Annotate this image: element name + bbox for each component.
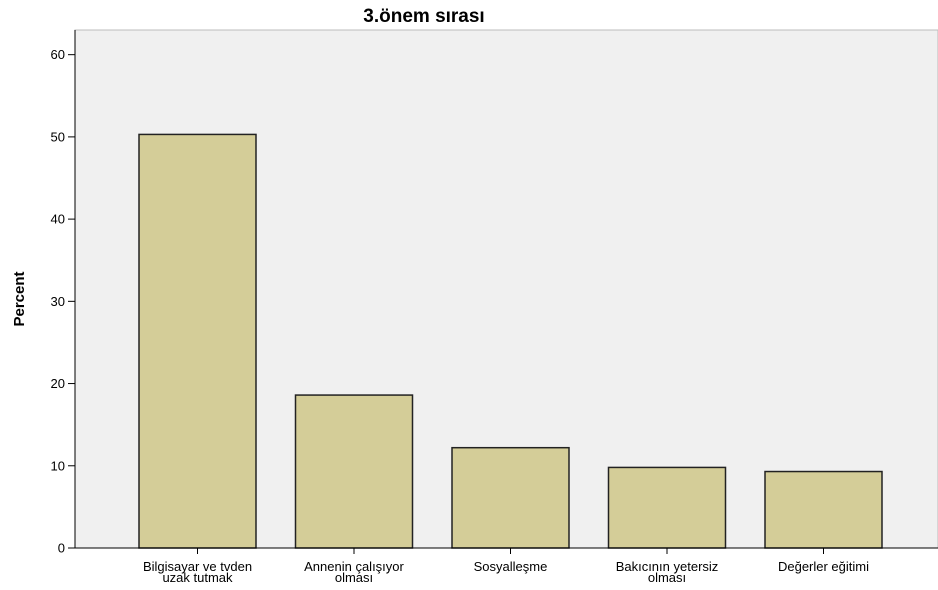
bar [138,133,257,549]
bar [607,466,727,549]
bar [451,446,570,549]
y-tick-label: 50 [51,129,65,144]
x-tick-label-line: Sosyalleşme [474,559,548,574]
x-tick-label-line: Değerler eğitimi [778,559,869,574]
y-tick-label: 30 [51,294,65,309]
y-axis-label: Percent [11,271,28,326]
y-tick-label: 60 [51,47,65,62]
x-tick-label: Değerler eğitimi [778,559,869,574]
x-tick-label: Bakıcının yetersiz olması [616,559,719,585]
chart-title: 3.önem sırası [363,6,484,27]
bars-group [138,133,883,549]
x-tick-label: Annenin çalışıyor olması [304,559,404,585]
y-tick-label: 40 [51,212,65,227]
x-tick-label-line: Bakıcının yetersiz [616,559,719,574]
y-tick-label: 20 [51,376,65,391]
x-tick-label-line: Bilgisayar ve tvden [143,559,252,574]
y-tick-label: 10 [51,458,65,473]
x-tick-label-line: Annenin çalışıyor [304,559,404,574]
x-tick-label-line: olması [335,570,373,585]
bar [294,394,414,549]
bar [764,470,883,549]
x-tick-label-line: olması [648,570,686,585]
x-tick-label: Bilgisayar ve tvden uzak tutmak [143,559,252,585]
x-tick-label: Sosyalleşme [474,559,548,574]
y-tick-label: 0 [58,541,65,556]
x-axis: Bilgisayar ve tvden uzak tutmak Annenin ça… [75,547,938,585]
y-axis: 0 10 20 30 40 50 60 [51,30,76,556]
x-tick-label-line: uzak tutmak [162,570,233,585]
